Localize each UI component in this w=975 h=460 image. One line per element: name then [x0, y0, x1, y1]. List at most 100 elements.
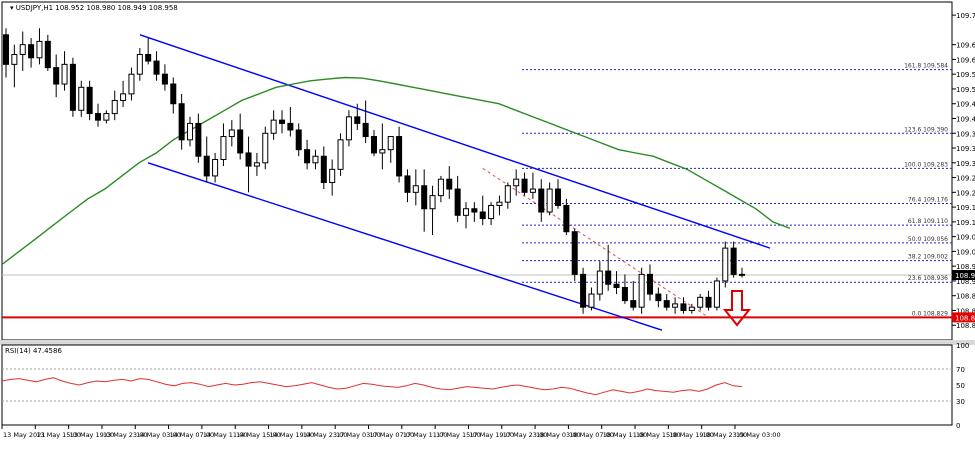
candle — [655, 293, 662, 302]
candle — [446, 178, 453, 190]
candle — [228, 129, 235, 138]
price-tick-label: 109.570 — [956, 71, 975, 79]
channel-upper-line — [139, 34, 771, 249]
candle — [496, 201, 503, 206]
price-tick-label: 109.345 — [956, 145, 975, 153]
price-tick-label: 108.850 — [956, 307, 975, 315]
candle — [304, 149, 311, 164]
time-tick-label: 17 May 23:00 — [503, 431, 548, 439]
candle — [262, 132, 269, 164]
candle — [36, 40, 43, 59]
rsi-line — [1, 377, 743, 396]
candle — [713, 280, 720, 308]
candle — [312, 155, 319, 164]
fib-level-label: 38.2 109.002 — [908, 254, 948, 261]
candle — [738, 273, 746, 276]
time-tick-label: 18 May 11:00 — [603, 431, 648, 439]
candle — [588, 293, 595, 308]
candle — [580, 273, 587, 308]
down-arrow-icon — [722, 290, 752, 327]
candle — [136, 54, 143, 75]
candle — [688, 306, 695, 311]
candle — [61, 63, 68, 85]
moving-average-line — [1, 76, 791, 266]
candle — [521, 178, 528, 193]
candle — [722, 247, 729, 282]
candle — [479, 211, 486, 220]
candle — [94, 113, 102, 121]
price-tick-label: 108.940 — [956, 278, 975, 286]
price-tick-label: 109.030 — [956, 248, 975, 256]
time-tick-label: 14 May 23:00 — [303, 431, 348, 439]
candle — [270, 119, 277, 134]
time-tick-label: 13 May 15:00 — [36, 431, 81, 439]
price-tick-label: 109.480 — [956, 101, 975, 109]
price-tick-label: 109.255 — [956, 175, 975, 183]
time-tick-label: 13 May 23:00 — [103, 431, 148, 439]
time-tick-label: 14 May 03:00 — [136, 431, 181, 439]
candle — [596, 270, 603, 295]
candle — [145, 54, 152, 62]
time-tick-label: 18 May 23:00 — [703, 431, 748, 439]
candle — [621, 286, 628, 302]
candle — [630, 300, 637, 308]
candle — [437, 178, 444, 197]
rsi-tick-label: 50 — [956, 382, 965, 390]
rsi-panel-frame — [1, 344, 953, 426]
candle — [329, 168, 336, 183]
candle — [69, 63, 76, 111]
candle — [546, 188, 553, 213]
candle — [705, 296, 712, 308]
support-price-label: 108.829 — [955, 314, 975, 322]
candle — [178, 103, 185, 141]
time-tick-label: 18 May 07:00 — [569, 431, 614, 439]
candle — [412, 185, 419, 193]
candle — [672, 303, 679, 308]
support-price-box — [952, 312, 975, 323]
candle — [613, 283, 620, 288]
candle — [454, 188, 461, 216]
time-tick-label: 13 May 19:00 — [70, 431, 115, 439]
candle — [253, 162, 260, 167]
candle — [488, 204, 495, 220]
price-tick-label: 109.615 — [956, 56, 975, 64]
candle — [554, 188, 562, 206]
price-tick-label: 108.805 — [956, 322, 975, 330]
price-tick-label: 109.660 — [956, 42, 975, 50]
candle — [379, 149, 386, 154]
fib-level-label: 76.4 109.176 — [908, 196, 948, 203]
rsi-tick-label: 30 — [956, 398, 965, 406]
time-tick-label: 14 May 15:00 — [236, 431, 281, 439]
time-tick-label: 17 May 11:00 — [403, 431, 448, 439]
candle — [170, 83, 177, 105]
price-tick-label: 109.165 — [956, 204, 975, 212]
candle — [287, 122, 294, 131]
time-tick-label: 17 May 19:00 — [469, 431, 514, 439]
chart-title: ▾ USDJPY,H1 108.952 108.980 108.949 108.… — [10, 4, 178, 12]
candle — [186, 122, 194, 141]
main-panel-frame — [1, 1, 953, 341]
candle — [387, 136, 394, 151]
candle — [680, 303, 687, 311]
time-tick-label: 17 May 03:00 — [336, 431, 381, 439]
candle — [320, 155, 327, 183]
candle — [161, 73, 168, 85]
candle — [571, 231, 578, 275]
fib-level-label: 100.0 109.283 — [904, 161, 948, 168]
price-tick-label: 109.435 — [956, 115, 975, 123]
candle — [278, 119, 286, 124]
price-tick-label: 109.390 — [956, 130, 975, 138]
time-tick-label: 18 May 03:00 — [536, 431, 581, 439]
candle — [697, 296, 704, 308]
candle — [638, 273, 645, 308]
time-tick-label: 13 May 2021 — [3, 431, 45, 439]
candle — [529, 188, 536, 193]
candle — [86, 86, 93, 115]
candle — [563, 204, 570, 233]
price-tick-label: 108.895 — [956, 293, 975, 301]
time-tick-label: 17 May 15:00 — [436, 431, 481, 439]
candle — [730, 247, 737, 275]
rsi-tick-label: 100 — [956, 342, 969, 350]
time-tick-label: 19 May 03:00 — [736, 431, 781, 439]
